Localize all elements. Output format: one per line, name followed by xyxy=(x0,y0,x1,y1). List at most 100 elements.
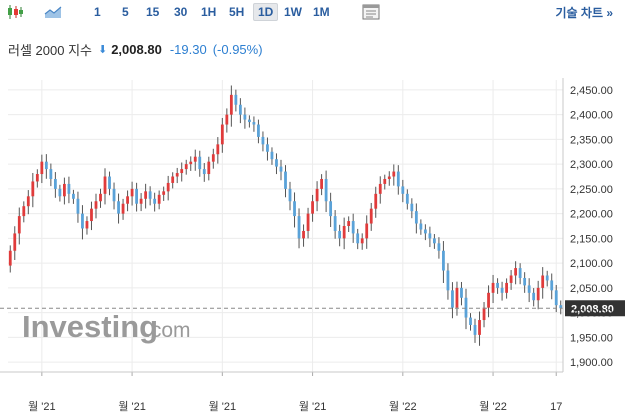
price-chart[interactable]: Investing .com 2,008.80 2,450.00 2,400.00… xyxy=(0,78,627,418)
candle xyxy=(523,272,527,293)
watermark-brand: Investing xyxy=(22,309,158,344)
candle-body xyxy=(148,191,152,199)
timeframe-1[interactable]: 1 xyxy=(94,5,101,19)
candle xyxy=(496,278,499,294)
candle-body xyxy=(44,161,48,170)
timeframe-5[interactable]: 5 xyxy=(122,5,129,19)
candle xyxy=(220,117,224,153)
candle-body xyxy=(207,161,211,175)
y-tick-label: 2,400.00 xyxy=(570,110,613,122)
candle xyxy=(8,245,12,273)
candle xyxy=(40,154,44,184)
candlestick-icon[interactable] xyxy=(4,3,26,21)
candle xyxy=(374,186,378,218)
candle xyxy=(527,278,531,303)
candle xyxy=(72,189,75,204)
candle xyxy=(365,215,369,249)
timeframe-15[interactable]: 15 xyxy=(146,5,160,19)
candle-body xyxy=(252,122,256,125)
candle-body xyxy=(306,213,310,231)
candle-body xyxy=(365,223,369,239)
candle-body xyxy=(126,196,129,204)
candle xyxy=(419,219,423,235)
candle-body xyxy=(387,176,391,179)
candle xyxy=(446,263,450,300)
candle xyxy=(509,270,513,290)
candle-body xyxy=(72,193,75,199)
candle-body xyxy=(139,198,143,204)
candle xyxy=(401,179,405,203)
candle xyxy=(396,165,400,195)
candle-body xyxy=(279,166,283,172)
x-tick-label: 17 xyxy=(550,401,562,413)
candle-body xyxy=(374,193,378,209)
y-tick-label: 2,200.00 xyxy=(570,209,613,221)
candle-body xyxy=(202,169,206,175)
candle xyxy=(139,193,143,212)
candle xyxy=(342,217,346,250)
x-tick-label: 월 '21 xyxy=(28,400,56,413)
candle xyxy=(469,313,472,331)
candle-body xyxy=(275,159,278,167)
candle xyxy=(234,89,238,112)
candle xyxy=(378,176,382,204)
candle xyxy=(108,171,111,196)
candle-body xyxy=(423,229,427,234)
timeframe-5h[interactable]: 5H xyxy=(229,5,245,19)
candle xyxy=(297,208,301,249)
candle-body xyxy=(135,188,138,204)
candle-body xyxy=(40,161,44,175)
candle xyxy=(279,159,283,181)
candle-series xyxy=(8,85,563,346)
chart-settings-icon[interactable] xyxy=(360,3,382,21)
candle xyxy=(482,302,486,328)
y-tick-label: 2,100.00 xyxy=(570,258,613,270)
candle xyxy=(99,188,102,208)
candle-body xyxy=(67,183,71,194)
candle-body xyxy=(509,275,513,283)
candle-body xyxy=(311,201,314,214)
area-chart-icon[interactable] xyxy=(42,3,64,21)
candle-body xyxy=(157,194,161,204)
candle xyxy=(135,182,138,212)
timeframe-1w[interactable]: 1W xyxy=(284,5,302,19)
candle xyxy=(13,226,17,260)
instrument-name: 러셀 2000 지수 xyxy=(8,42,92,58)
candle xyxy=(387,171,391,186)
candle xyxy=(216,137,220,164)
candle xyxy=(329,192,333,228)
candle-body xyxy=(324,178,328,202)
candle-body xyxy=(284,171,287,189)
candle-body xyxy=(320,178,323,189)
candle-body xyxy=(478,320,481,335)
candle-body xyxy=(360,238,364,244)
candle-body xyxy=(288,188,292,202)
candle-body xyxy=(491,282,495,293)
candle-body xyxy=(58,188,62,197)
candle-body xyxy=(419,223,423,230)
timeframe-30[interactable]: 30 xyxy=(174,5,188,19)
y-tick-label: 2,350.00 xyxy=(570,134,613,146)
y-tick-label: 2,300.00 xyxy=(570,159,613,171)
candle xyxy=(103,168,107,205)
timeframe-1m[interactable]: 1M xyxy=(313,5,330,19)
watermark-suffix: .com xyxy=(145,319,191,342)
candle-body xyxy=(536,287,540,301)
candle xyxy=(405,189,409,210)
timeframe-1d[interactable]: 1D xyxy=(253,3,279,21)
candle-body xyxy=(238,104,242,115)
candle-body xyxy=(166,182,170,192)
candle-body xyxy=(356,233,360,244)
candle-body xyxy=(31,181,35,197)
x-tick-label: 월 '21 xyxy=(209,400,237,413)
timeframe-1h[interactable]: 1H xyxy=(201,5,217,19)
candle-body xyxy=(473,324,477,335)
candle-body xyxy=(338,230,342,239)
candle-body xyxy=(216,144,220,155)
candle xyxy=(324,170,328,213)
candle xyxy=(532,288,536,307)
candle xyxy=(356,228,360,250)
technical-chart-link[interactable]: 기술 차트 » xyxy=(555,6,613,20)
candle xyxy=(53,172,57,198)
candle-body xyxy=(13,233,17,251)
